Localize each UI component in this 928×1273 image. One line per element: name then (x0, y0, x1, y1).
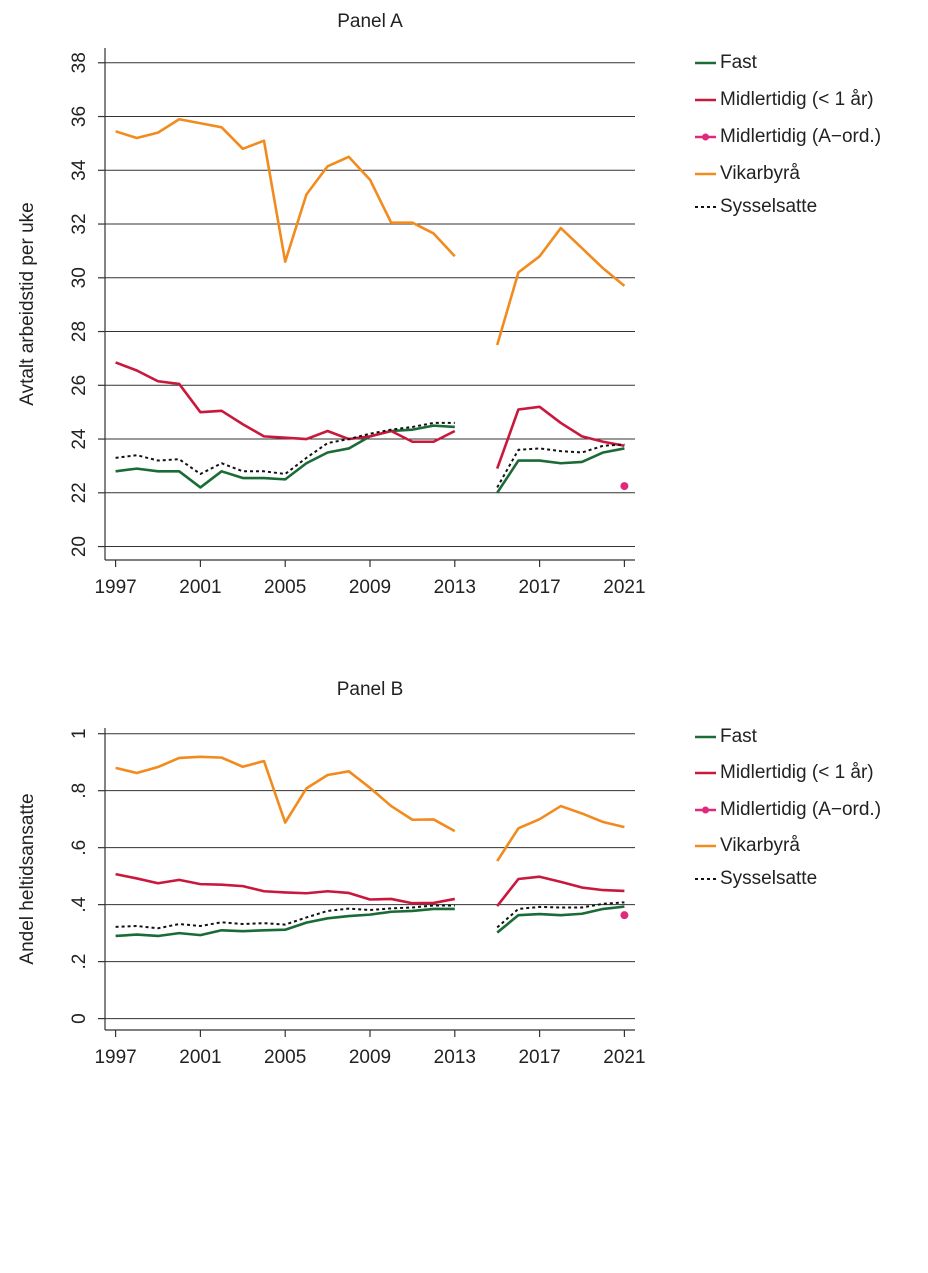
y-tick-label: 36 (69, 106, 90, 127)
series-line (115, 117, 626, 346)
legend-label: Midlertidig (< 1 år) (720, 762, 874, 783)
series-line (115, 361, 625, 470)
y-tick-label: 26 (69, 375, 90, 396)
legend-label: Vikarbyrå (720, 835, 800, 856)
x-tick-label: 1997 (94, 1047, 136, 1068)
y-axis-label: Andel heltidsansatte (17, 793, 38, 964)
series-line (115, 424, 625, 494)
x-tick-label: 2013 (434, 577, 476, 598)
x-tick-label: 1997 (94, 577, 136, 598)
series-line (115, 755, 625, 862)
x-tick-label: 2005 (264, 577, 306, 598)
y-axis-label: Avtalt arbeidstid per uke (17, 202, 38, 406)
y-tick-label: 38 (69, 52, 90, 73)
x-tick-label: 2009 (349, 1047, 391, 1068)
y-tick-label: .6 (69, 840, 90, 856)
y-tick-label: .8 (69, 783, 90, 799)
legend-label: Fast (720, 52, 758, 73)
x-tick-label: 2009 (349, 577, 391, 598)
chart-title: Panel B (337, 679, 404, 700)
x-tick-label: 2017 (518, 577, 560, 598)
x-tick-label: 2021 (603, 1047, 645, 1068)
x-tick-label: 2017 (518, 1047, 560, 1068)
point (620, 911, 629, 920)
y-tick-label: 24 (69, 428, 90, 450)
series-line (115, 872, 625, 907)
x-tick-label: 2021 (603, 577, 645, 598)
series-line (115, 905, 625, 938)
x-tick-label: 2001 (179, 1047, 221, 1068)
legend-label: Sysselsatte (720, 868, 817, 889)
x-tick-label: 2005 (264, 1047, 306, 1068)
x-tick-label: 2013 (434, 1047, 476, 1068)
y-tick-label: .4 (69, 896, 90, 912)
chart-title: Panel A (337, 11, 403, 32)
series-line (115, 421, 625, 488)
legend-label: Midlertidig (A−ord.) (720, 799, 881, 820)
y-tick-label: 30 (69, 267, 90, 288)
point (620, 482, 629, 491)
y-tick-label: 22 (69, 482, 90, 503)
legend-label: Sysselsatte (720, 196, 817, 217)
legend-label: Midlertidig (A−ord.) (720, 126, 881, 147)
legend-label: Midlertidig (< 1 år) (720, 89, 874, 110)
y-tick-label: 34 (69, 159, 90, 181)
y-tick-label: .2 (69, 954, 90, 970)
y-tick-label: 0 (69, 1013, 90, 1024)
y-tick-label: 28 (69, 321, 90, 342)
series-line (115, 901, 625, 930)
legend-label: Fast (720, 726, 758, 747)
y-tick-label: 1 (69, 728, 90, 739)
legend-label: Vikarbyrå (720, 163, 800, 184)
x-tick-label: 2001 (179, 577, 221, 598)
y-tick-label: 20 (69, 536, 90, 557)
legend-marker (702, 806, 709, 814)
legend-marker (702, 133, 709, 141)
y-tick-label: 32 (69, 213, 90, 234)
